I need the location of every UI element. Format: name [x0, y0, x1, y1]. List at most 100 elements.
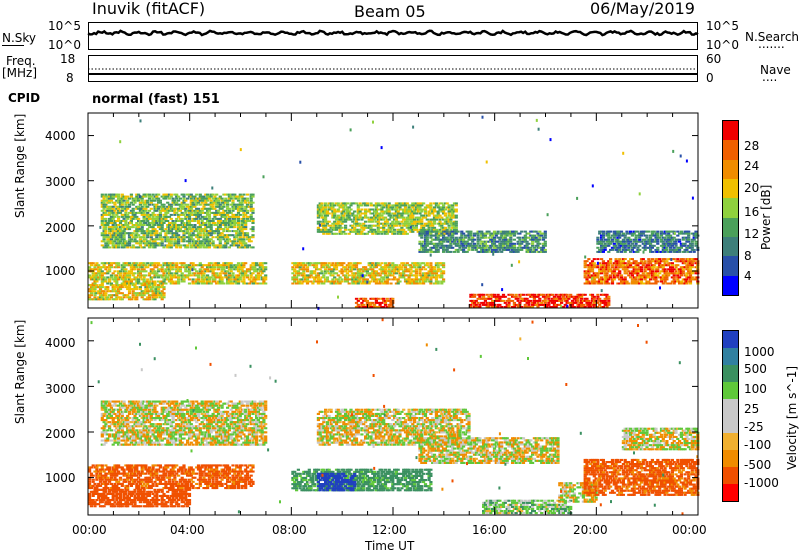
scatter-cell — [224, 209, 228, 212]
scatter-cell — [465, 230, 469, 233]
scatter-cell — [358, 268, 362, 271]
scatter-cell — [138, 288, 142, 291]
scatter-cell — [247, 238, 251, 241]
scatter-cell — [638, 282, 642, 285]
scatter-cell — [563, 303, 567, 306]
scatter-cell — [236, 266, 241, 269]
scatter-cell — [229, 240, 233, 243]
scatter-cell — [331, 226, 335, 229]
scatter-cell — [224, 264, 228, 267]
scatter-cell — [380, 266, 384, 269]
scatter-cell — [175, 270, 179, 273]
scatter-cell — [202, 217, 206, 220]
scatter-cell — [434, 228, 438, 231]
scatter-cell — [129, 226, 133, 229]
scatter-cell — [545, 303, 549, 306]
scatter-cell — [186, 244, 190, 247]
scatter-cell — [240, 209, 244, 212]
scatter-cell — [541, 238, 546, 241]
scatter-cell — [236, 232, 241, 235]
scatter-cell — [186, 222, 190, 224]
scatter-cell — [601, 266, 605, 269]
scatter-cell — [100, 272, 104, 275]
scatter-cell — [167, 272, 172, 275]
scatter-cell — [88, 276, 92, 279]
scatter-cell — [149, 244, 153, 247]
scatter-cell — [525, 306, 529, 308]
scatter-cell — [169, 232, 173, 235]
scatter-cell — [117, 228, 121, 231]
scatter-cell — [460, 236, 464, 239]
scatter-cell — [198, 242, 202, 245]
scatter-cell — [135, 234, 139, 237]
scatter-cell — [385, 282, 389, 285]
scatter-cell — [462, 240, 466, 243]
scatter-cell — [118, 284, 123, 287]
scatter-cell — [102, 264, 106, 267]
scatter-cell — [442, 230, 446, 233]
scatter-cell — [195, 209, 199, 212]
scatter-cell — [93, 268, 97, 271]
scatter-cell — [95, 280, 99, 283]
nave-tick-bottom: 0 — [706, 71, 714, 85]
scatter-cell — [431, 226, 435, 229]
scatter-cell — [126, 242, 130, 245]
scatter-cell — [452, 232, 457, 235]
scatter-cell — [362, 306, 366, 308]
scatter-cell — [382, 278, 386, 281]
scatter-cell — [220, 236, 224, 239]
scatter-cell — [543, 234, 547, 237]
scatter-cell — [471, 244, 475, 247]
scatter-cell — [242, 240, 246, 243]
scatter-cell — [215, 199, 219, 202]
scatter-cell — [135, 193, 139, 196]
scatter-cell — [418, 232, 422, 235]
scatter-cell — [373, 204, 377, 207]
scatter-cell — [126, 213, 130, 216]
scatter-cell — [552, 303, 556, 306]
scatter-cell — [117, 272, 121, 275]
scatter-cell — [198, 240, 202, 243]
scatter-cell — [480, 246, 484, 249]
scatter-cell — [206, 207, 210, 210]
scatter-cell — [423, 250, 428, 253]
scatter-cell — [264, 266, 268, 269]
scatter-cell — [636, 264, 640, 267]
scatter-cell — [429, 234, 433, 237]
scatter-cell — [338, 270, 342, 273]
scatter-cell — [158, 222, 162, 224]
scatter-cell — [476, 232, 480, 235]
scatter-cell — [175, 197, 179, 200]
scatter-cell — [560, 297, 564, 300]
scatter-cell — [226, 278, 230, 281]
scatter-cell — [525, 242, 529, 245]
scatter-cell — [353, 230, 357, 233]
scatter-cell — [209, 199, 213, 202]
scatter-cell — [347, 216, 351, 219]
scatter-cell — [353, 216, 357, 219]
scatter-cell — [380, 270, 384, 273]
scatter-cell — [98, 294, 103, 297]
scatter-cell — [416, 220, 420, 223]
scatter-cell — [138, 238, 142, 241]
scatter-cell — [405, 270, 409, 273]
scatter-cell — [431, 276, 435, 279]
scatter-cell — [120, 282, 124, 285]
scatter-cell — [262, 280, 266, 283]
scatter-cell — [482, 240, 486, 243]
scatter-cell — [153, 296, 157, 299]
scatter-cell — [358, 272, 362, 275]
scatter-cell — [592, 272, 596, 275]
scatter-cell — [362, 266, 366, 269]
scatter-cell — [102, 199, 106, 202]
scatter-cell — [120, 201, 124, 204]
scatter-cell — [349, 212, 353, 215]
scatter-cell — [380, 202, 384, 205]
scatter-cell — [195, 213, 199, 216]
scatter-cell — [365, 301, 369, 304]
scatter-cell — [360, 232, 364, 235]
scatter-cell — [356, 268, 360, 271]
scatter-cell — [520, 246, 524, 249]
scatter-cell — [334, 202, 339, 205]
scatter-cell — [374, 306, 378, 308]
